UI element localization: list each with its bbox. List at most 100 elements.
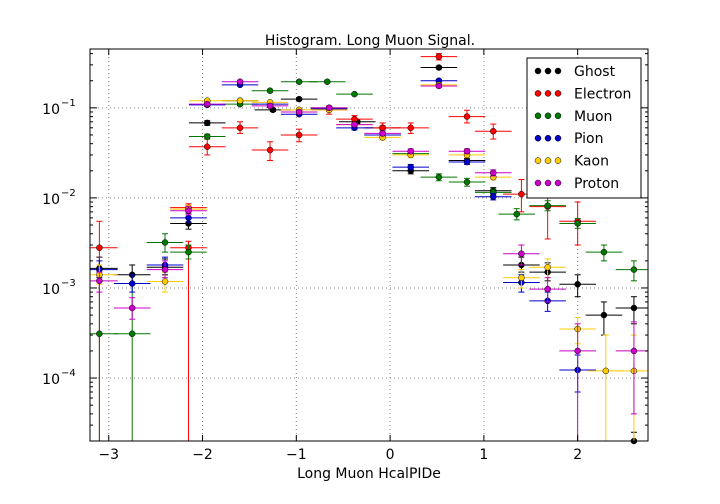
legend-marker [554, 134, 562, 142]
legend-marker [544, 179, 552, 187]
data-point [236, 78, 244, 85]
x-tick-labels: −3 −2 −1 0 1 2 [98, 447, 582, 463]
legend-marker [544, 67, 552, 75]
data-point [351, 121, 358, 128]
y-tick-exponent: −2 [61, 188, 76, 199]
data-point [490, 169, 497, 177]
legend-marker [534, 112, 542, 120]
y-tick-label: 10 [42, 372, 60, 388]
data-point [544, 202, 551, 209]
data-point [379, 130, 386, 137]
data-point [407, 124, 414, 132]
data-point [435, 82, 443, 90]
x-tick-label: −1 [286, 447, 307, 463]
data-point [463, 178, 471, 186]
data-point [185, 214, 192, 222]
data-point [128, 280, 136, 287]
data-point [544, 285, 551, 293]
x-tick-label: −3 [98, 447, 119, 463]
data-point [435, 173, 443, 181]
data-point [266, 146, 274, 154]
data-point [435, 64, 443, 71]
data-point [161, 239, 169, 246]
data-point [513, 210, 520, 218]
chart-title: Histogram. Long Muon Signal. [265, 33, 475, 49]
data-point [379, 124, 386, 132]
y-tick-label: 10 [42, 102, 60, 118]
data-point [463, 113, 471, 120]
data-point [600, 311, 608, 319]
data-point [161, 266, 169, 273]
y-tick-labels: 10−410−310−210−1 [42, 98, 76, 388]
y-tick-base: 10 [42, 372, 60, 388]
y-tick-label: 10 [42, 282, 60, 298]
data-point [325, 104, 333, 112]
legend-item-proton: Proton [534, 176, 619, 192]
data-point [407, 163, 414, 171]
legend-marker [534, 67, 542, 75]
data-point [630, 304, 638, 312]
legend-marker [544, 134, 552, 142]
legend-box [526, 57, 642, 199]
data-point [128, 330, 136, 338]
legend-marker [554, 90, 562, 97]
x-tick-label: −2 [192, 447, 213, 463]
data-point [351, 90, 358, 98]
data-point [518, 190, 525, 198]
data-point [295, 108, 303, 116]
y-tick-base: 10 [42, 282, 60, 298]
data-point [518, 250, 525, 257]
axis-ticks [90, 49, 648, 441]
series-layer [90, 53, 648, 445]
data-point [295, 95, 303, 103]
legend-label: Muon [574, 109, 612, 125]
data-point [203, 133, 211, 140]
data-point [203, 119, 211, 127]
data-point [295, 78, 303, 85]
data-point [630, 266, 638, 273]
x-tick-label: 0 [386, 447, 395, 463]
data-point [266, 102, 274, 110]
legend-marker [534, 134, 542, 142]
data-point [185, 207, 192, 215]
x-tick-label: 2 [573, 447, 582, 463]
legend-label: Pion [574, 131, 603, 147]
y-tick-label: 10 [42, 192, 60, 208]
series-electron [90, 53, 596, 441]
data-point [630, 347, 638, 355]
legend-marker [554, 67, 562, 75]
legend-marker [544, 112, 552, 120]
data-point [435, 53, 443, 60]
data-point [96, 244, 103, 251]
data-point [185, 248, 192, 256]
data-point [203, 143, 211, 150]
legend-marker [544, 157, 552, 164]
y-tick-base: 10 [42, 192, 60, 208]
legend-item-electron: Electron [534, 86, 631, 102]
data-point [463, 158, 471, 166]
legend-label: Electron [574, 86, 631, 102]
legend-item-ghost: Ghost [534, 64, 616, 80]
legend-marker [554, 112, 562, 120]
y-tick-base: 10 [42, 102, 60, 118]
legend-marker [544, 90, 552, 97]
data-point [96, 277, 103, 285]
legend-marker [534, 90, 542, 97]
data-point [600, 248, 608, 256]
y-tick-exponent: −4 [61, 368, 76, 379]
data-point [574, 280, 581, 288]
data-point [544, 263, 551, 271]
data-point [574, 347, 581, 355]
data-point [518, 274, 525, 281]
data-point [266, 87, 274, 94]
data-point [236, 124, 244, 132]
series-muon [90, 78, 648, 441]
data-point [602, 367, 610, 375]
legend-marker [554, 157, 562, 164]
legend-label: Ghost [574, 64, 616, 80]
legend-item-pion: Pion [534, 131, 603, 147]
data-point [324, 78, 331, 85]
x-tick-label: 1 [479, 447, 488, 463]
data-point [407, 147, 414, 155]
